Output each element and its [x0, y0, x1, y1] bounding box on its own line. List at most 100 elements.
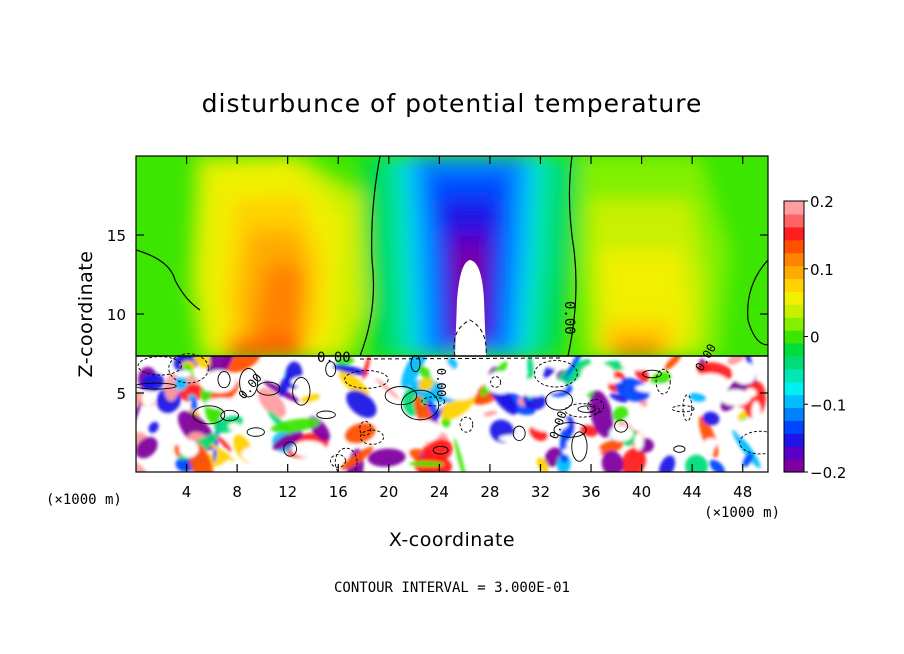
turbulence-gap [407, 419, 441, 443]
turbulence-contour [459, 416, 474, 433]
turbulence-gap [751, 401, 761, 423]
turbulence-contour [545, 390, 573, 411]
turbulence-blob [272, 430, 303, 451]
y-axis: 5 10 15 [107, 227, 768, 403]
turbulence-contour [334, 447, 358, 472]
upper-field [190, 156, 730, 358]
turbulence-gap [441, 380, 478, 400]
y-axis-unit: (×1000 m) [46, 492, 122, 508]
colorbar-tick-label: 0.2 [810, 193, 834, 211]
colorbar: 0.2 0.1 0 −0.1 −0.2 [783, 193, 846, 482]
contour-lines [136, 156, 768, 357]
x-tick-label: 36 [581, 483, 600, 501]
turbulence-gap [205, 397, 239, 409]
colorbar-swatch [784, 213, 804, 228]
x-tick-label: 20 [379, 483, 398, 501]
turbulence-contour [533, 360, 578, 388]
lower-contours [136, 353, 768, 472]
turbulence-gap [202, 380, 215, 392]
x-tick-label: 24 [430, 483, 449, 501]
turbulence-blob [207, 356, 234, 378]
x-tick-label: 44 [683, 483, 702, 501]
turbulence-blob [536, 457, 549, 472]
y-tick-label: 10 [107, 306, 126, 324]
turbulence-gap [732, 362, 757, 385]
turbulence-gap [179, 440, 199, 458]
turbulence-contour [359, 420, 372, 436]
turbulence-contour [642, 369, 662, 379]
turbulence-blob [141, 373, 165, 392]
turbulence-contour [421, 396, 446, 407]
turbulence-contour [577, 405, 596, 413]
turbulence-gap [291, 440, 326, 458]
turbulence-gap [686, 371, 699, 381]
turbulence-blob [621, 447, 647, 472]
colorbar-swatch [784, 291, 804, 305]
plot-area: 0.00 0.00 0.00 0.00 0.00 0.00 [136, 156, 768, 472]
turbulence-blob [609, 393, 628, 403]
turbulence-blob [580, 425, 598, 437]
turbulence-blob [216, 435, 232, 452]
turbulence-blob [554, 359, 592, 388]
turbulence-contour [344, 370, 389, 389]
colorbar-swatch [784, 317, 804, 331]
turbulence-blob [650, 371, 671, 386]
turbulence-contour [682, 394, 693, 422]
turbulence-blob [136, 457, 151, 472]
turbulence-blob [258, 388, 286, 418]
colorbar-swatch [784, 304, 804, 318]
colorbar-swatch [784, 420, 804, 434]
x-tick-label: 40 [632, 483, 651, 501]
turbulence-gap [620, 357, 654, 371]
turbulence-blob [742, 452, 754, 467]
turbulence-contour [316, 410, 336, 419]
turbulence-gap [177, 370, 192, 378]
x-tick-label: 32 [531, 483, 550, 501]
turbulence-gap [744, 422, 768, 443]
colorbar-swatch [784, 278, 804, 292]
turbulence-contour [325, 361, 337, 378]
turbulence-blob [335, 356, 355, 366]
colorbar-tick-label: 0 [810, 329, 820, 347]
turbulence-blob [612, 406, 629, 423]
x-tick-label: 48 [733, 483, 752, 501]
contour-interval-note: CONTOUR INTERVAL = 3.000E-01 [334, 580, 570, 596]
colorbar-swatch [784, 355, 804, 370]
turbulence-blob [401, 356, 428, 389]
x-tick-label: 16 [329, 483, 348, 501]
turbulence-gap [381, 409, 402, 431]
turbulence-blob [367, 448, 406, 467]
turbulence-gap [704, 438, 717, 449]
turbulence-gap [498, 434, 526, 443]
turbulence-contour [490, 376, 502, 388]
y-axis-label: Z-coordinate [75, 251, 97, 378]
turbulence-blob [589, 390, 614, 438]
turbulence-contour [168, 353, 209, 384]
turbulence-blob [689, 392, 706, 402]
turbulence-contour [283, 441, 297, 457]
turbulence-contour [671, 405, 695, 413]
turbulence-contour [432, 445, 449, 455]
colorbar-tick-label: 0.1 [810, 261, 834, 279]
turbulence-contour [217, 371, 231, 389]
x-tick-label: 4 [182, 483, 192, 501]
contour-label: 0.00 [317, 350, 351, 366]
turbulence-blob [300, 393, 321, 403]
turbulence-contour [564, 403, 600, 418]
colorbar-swatch [784, 433, 804, 447]
turbulence-blob [597, 439, 624, 456]
colorbar-tick-label: −0.2 [810, 464, 846, 482]
turbulence-blob [174, 376, 188, 391]
turbulence-contour [220, 409, 239, 422]
turbulence-contour [512, 425, 526, 441]
colorbar-tick-label: −0.1 [810, 396, 846, 414]
turbulence-contour [137, 356, 182, 376]
turbulence-blob [362, 356, 371, 380]
turbulence-contour [553, 422, 587, 438]
turbulence-gap [430, 363, 454, 384]
y-tick-label: 5 [116, 385, 126, 403]
lower-turbulent-layer [136, 356, 768, 472]
contour-lines-dashed [359, 319, 561, 360]
turbulence-contour [359, 429, 385, 445]
